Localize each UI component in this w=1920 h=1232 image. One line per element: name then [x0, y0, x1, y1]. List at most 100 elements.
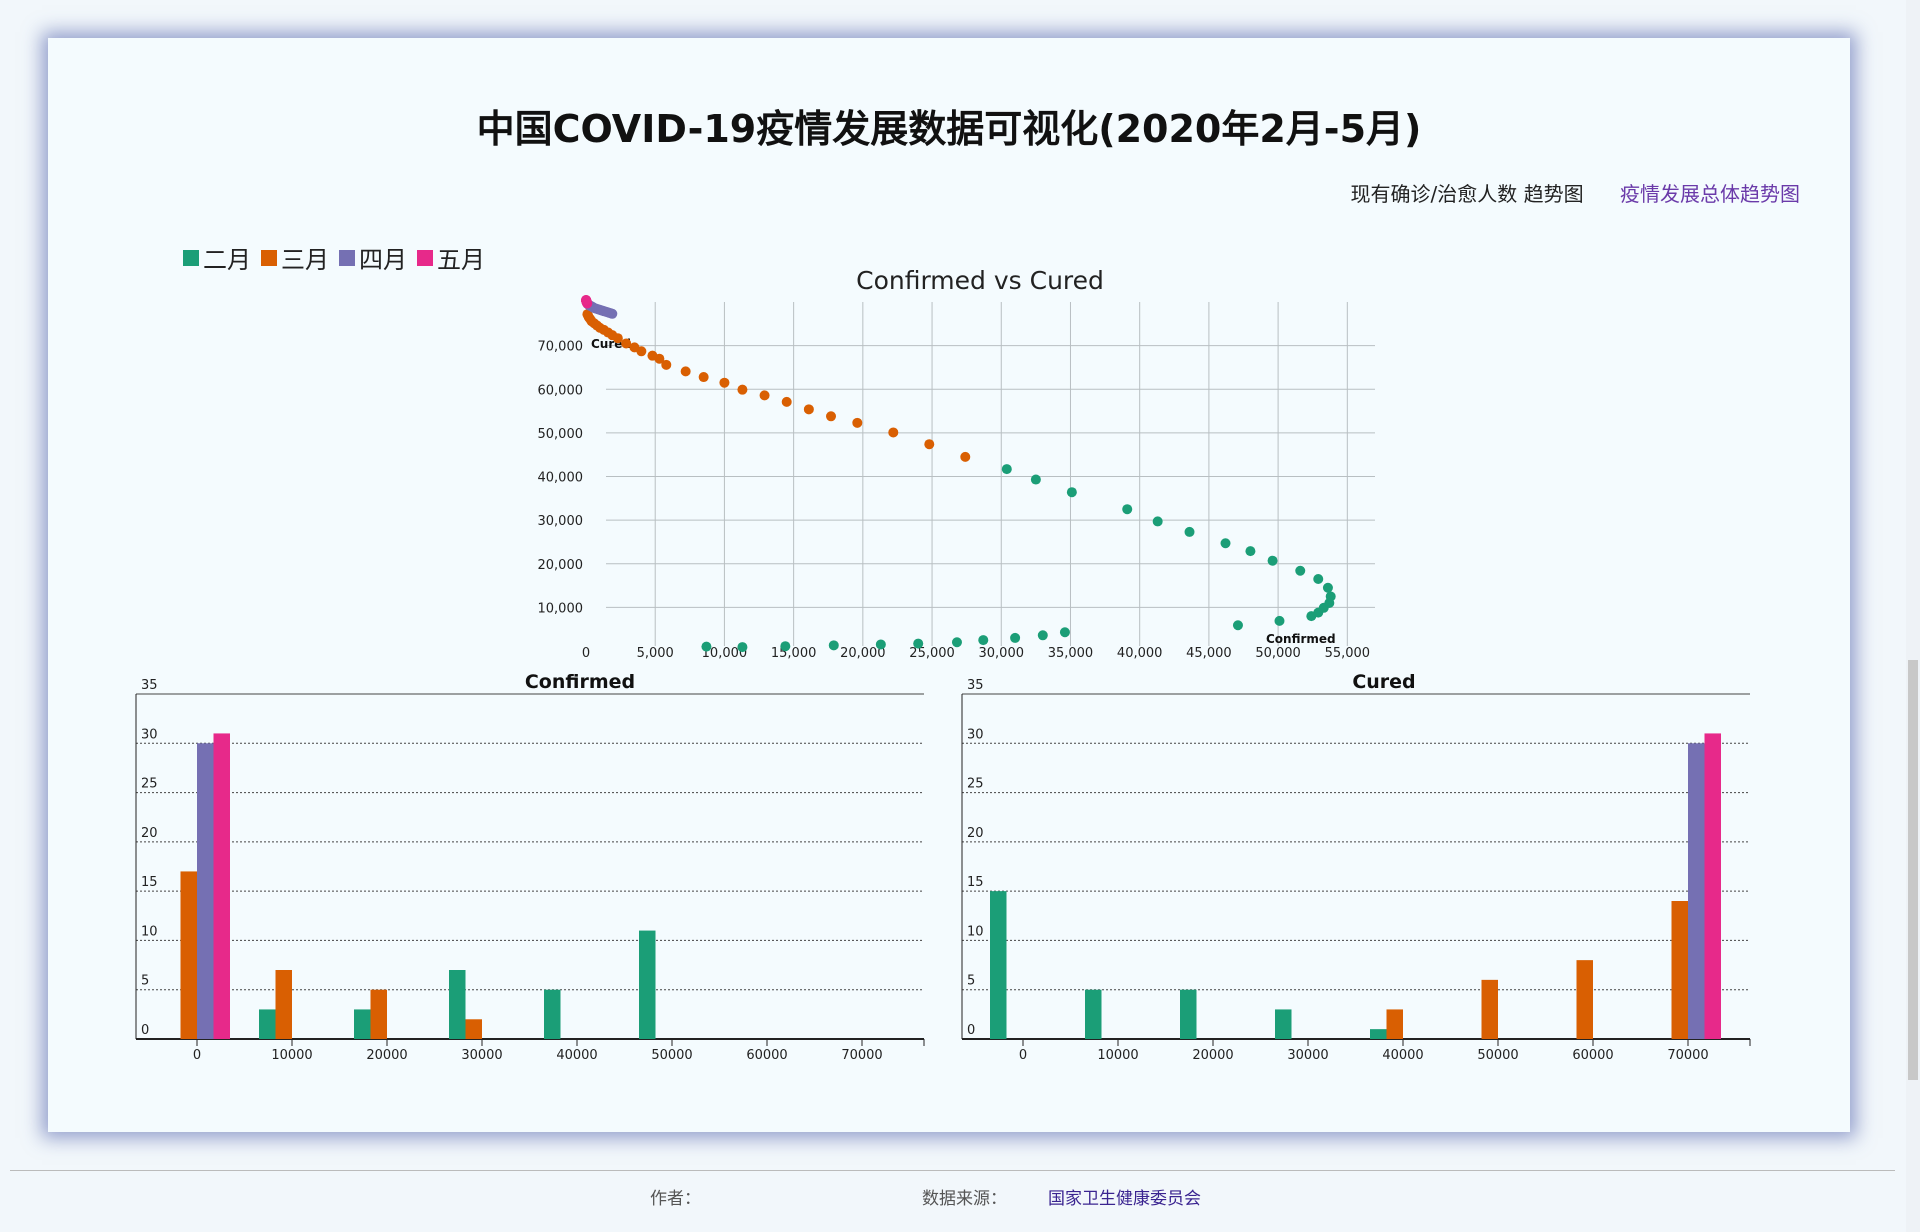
confirmed-bar-chart-y-tick-label: 35	[141, 678, 158, 693]
scatter-x-tick-label: 50,000	[1255, 646, 1301, 661]
month-legend: 二月 三月 四月 五月	[183, 240, 495, 275]
cured-bar-chart-bar	[1180, 989, 1197, 1039]
scatter-point	[913, 638, 924, 649]
cured-bar-chart-title: Cured	[1352, 671, 1415, 693]
scatter-point	[852, 417, 863, 428]
scatter-point	[1313, 574, 1324, 585]
cured-bar-chart-bar	[1576, 960, 1593, 1039]
confirmed-bar-chart-bar	[370, 989, 387, 1039]
scatter-point	[701, 641, 712, 652]
cured-bar-chart-x-tick-label: 60000	[1572, 1048, 1613, 1063]
legend-swatch	[183, 249, 199, 266]
legend-item-mar[interactable]: 三月	[261, 240, 329, 275]
scatter-x-tick-label: 15,000	[771, 646, 817, 661]
confirmed-bar-chart-bar	[275, 970, 292, 1039]
scatter-point	[621, 338, 632, 349]
scatter-x-tick-label: 35,000	[1048, 646, 1094, 661]
nav-overall-trend-link[interactable]: 疫情发展总体趋势图	[1620, 182, 1800, 206]
confirmed-bar-chart-bar	[354, 1009, 371, 1039]
scatter-point	[1274, 615, 1285, 626]
cured-bar-chart-x-tick-label: 50000	[1477, 1048, 1518, 1063]
confirmed-bar-chart-bar	[180, 871, 197, 1039]
cured-bar-chart-bar	[1370, 1029, 1387, 1039]
scatter-x-tick-label: 5,000	[637, 646, 674, 661]
nav-current-chart[interactable]: 现有确诊/治愈人数 趋势图	[1350, 182, 1584, 206]
cured-bar-chart-y-tick-label: 10	[967, 924, 984, 939]
scatter-point	[780, 641, 791, 652]
legend-label: 三月	[281, 246, 329, 274]
scatter-point	[759, 390, 770, 401]
scatter-point	[582, 309, 593, 320]
legend-item-feb[interactable]: 二月	[183, 240, 251, 275]
legend-label: 二月	[203, 246, 251, 274]
scatter-point	[951, 637, 962, 648]
cured-bar-chart-x-tick-label: 30000	[1287, 1048, 1328, 1063]
scatter-y-tick-label: 20,000	[538, 558, 584, 573]
legend-item-apr[interactable]: 四月	[339, 240, 407, 275]
cured-bar-chart-y-tick-label: 15	[967, 875, 984, 890]
confirmed-bar-chart-bar	[449, 970, 466, 1039]
scatter-point	[1267, 555, 1278, 566]
cured-bar-chart-y-tick-label: 25	[967, 777, 984, 792]
scatter-point	[737, 642, 748, 653]
scatter-point	[647, 350, 658, 361]
scatter-x-tick-label: 40,000	[1117, 646, 1163, 661]
scatter-point	[1152, 516, 1163, 527]
scatter-point	[875, 639, 886, 650]
cured-bar-chart-bar	[1275, 1009, 1292, 1039]
scatter-x-tick-label: 20,000	[840, 646, 886, 661]
confirmed-bar-chart-y-tick-label: 10	[141, 924, 158, 939]
main-panel: 中国COVID-19疫情发展数据可视化(2020年2月-5月) 现有确诊/治愈人…	[48, 38, 1850, 1132]
cured-bar-chart-bar	[1688, 743, 1705, 1039]
scatter-y-tick-label: 50,000	[538, 427, 584, 442]
cured-bar-chart-y-tick-label: 5	[967, 974, 975, 989]
confirmed-bar-chart-bar	[197, 743, 214, 1039]
scatter-y-tick-label: 70,000	[538, 340, 584, 355]
legend-item-may[interactable]: 五月	[417, 240, 485, 275]
footer-author-label: 作者：	[650, 1189, 701, 1209]
scrollbar-thumb[interactable]	[1908, 660, 1918, 1080]
scatter-x-tick-label: 10,000	[702, 646, 748, 661]
scatter-point	[960, 451, 971, 462]
cured-bar-chart-bar	[1085, 989, 1102, 1039]
confirmed-bar-chart-y-tick-label: 15	[141, 875, 158, 890]
confirmed-bar-chart-x-tick-label: 70000	[841, 1048, 882, 1063]
cured-bar-chart-x-tick-label: 40000	[1382, 1048, 1423, 1063]
scatter-point	[680, 366, 691, 377]
legend-swatch	[261, 249, 277, 266]
scatter-point	[1325, 591, 1336, 602]
scatter-point	[1295, 565, 1306, 576]
scatter-y-tick-label: 60,000	[538, 383, 584, 398]
scatter-point	[978, 635, 989, 646]
scatter-x-tick-label: 25,000	[909, 646, 955, 661]
scatter-y-tick-label: 40,000	[538, 471, 584, 486]
confirmed-bar-chart-y-tick-label: 0	[141, 1023, 149, 1038]
footer-source-link[interactable]: 国家卫生健康委员会	[1048, 1189, 1201, 1209]
confirmed-bar-chart-bar	[213, 733, 230, 1039]
scatter-point	[924, 439, 935, 450]
scatter-x-tick-label: 30,000	[979, 646, 1025, 661]
confirmed-bar-chart-x-tick-label: 50000	[651, 1048, 692, 1063]
cured-bar-chart-bar	[1704, 733, 1721, 1039]
scatter-point	[1059, 627, 1070, 638]
cured-bar-chart-y-tick-label: 0	[967, 1023, 975, 1038]
scatter-x-tick-label: 0	[582, 646, 590, 661]
cured-bar-chart-bar	[1671, 901, 1688, 1039]
scatter-point	[629, 342, 640, 353]
footer-divider	[10, 1170, 1895, 1171]
cured-bar-chart-x-tick-label: 0	[1019, 1048, 1027, 1063]
confirmed-bar-chart-x-tick-label: 20000	[366, 1048, 407, 1063]
confirmed-bar-chart-bar	[259, 1009, 276, 1039]
scrollbar[interactable]	[1906, 0, 1920, 1232]
legend-swatch	[417, 249, 433, 266]
scatter-point	[698, 372, 709, 383]
cured-bar-chart-y-tick-label: 20	[967, 826, 984, 841]
chart-nav: 现有确诊/治愈人数 趋势图 疫情发展总体趋势图	[1321, 178, 1800, 207]
scatter-point	[1001, 464, 1012, 475]
confirmed-bar-chart-bar	[639, 930, 656, 1039]
scatter-point	[1010, 632, 1021, 643]
scatter-point	[737, 384, 748, 395]
cured-bar-chart: Cured 0 5 10 15 20 25 30 35 0 10000 20000 30000 40000…	[961, 671, 1751, 1063]
page-title: 中国COVID-19疫情发展数据可视化(2020年2月-5月)	[476, 107, 1422, 151]
confirmed-bar-chart-y-tick-label: 30	[141, 727, 158, 742]
